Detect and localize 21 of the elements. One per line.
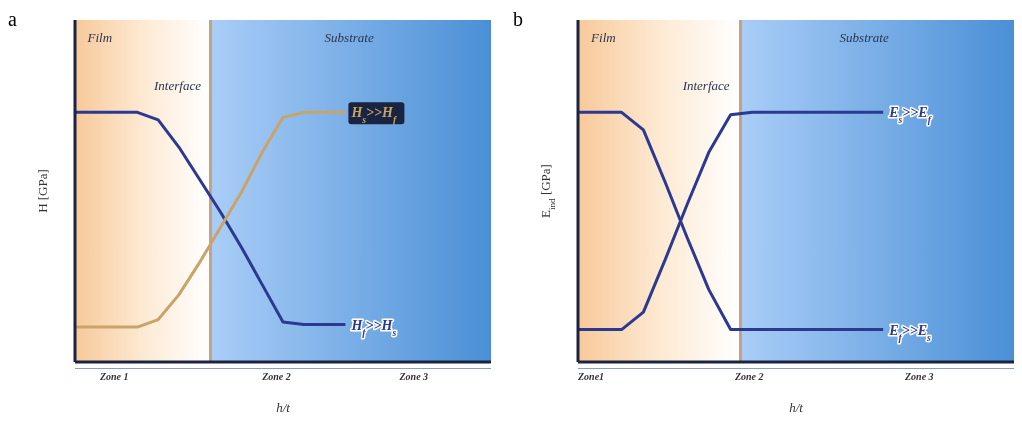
- series-label: E$_{f}$>>E$_{s}$: [888, 322, 932, 343]
- series-label: H$_{s}$>>H$_{f}$: [350, 105, 398, 125]
- text: Interface: [682, 78, 730, 94]
- chart-title: b: [513, 8, 523, 31]
- text: Zone 1: [99, 371, 129, 382]
- text: Substrate: [324, 30, 374, 46]
- text: Substrate: [839, 30, 889, 46]
- text: Film: [87, 30, 113, 46]
- text: Zone 3: [905, 371, 934, 382]
- y-axis-title: H [GPa]: [35, 169, 50, 213]
- text: Zone 3: [399, 371, 429, 382]
- x-axis-title: h/t: [276, 400, 291, 415]
- series-label: E$_{s}$>>E$_{f}$: [888, 105, 933, 125]
- series-label: H$_{f}$>>H$_{s}$: [350, 317, 397, 338]
- chart-title: a: [8, 8, 17, 31]
- x-axis-title: h/t: [789, 400, 804, 415]
- text: Zone 2: [734, 371, 764, 382]
- text: Interface: [154, 78, 201, 94]
- text: Zone1: [578, 371, 605, 382]
- text: Film: [591, 30, 616, 46]
- text: Zone 2: [262, 371, 291, 382]
